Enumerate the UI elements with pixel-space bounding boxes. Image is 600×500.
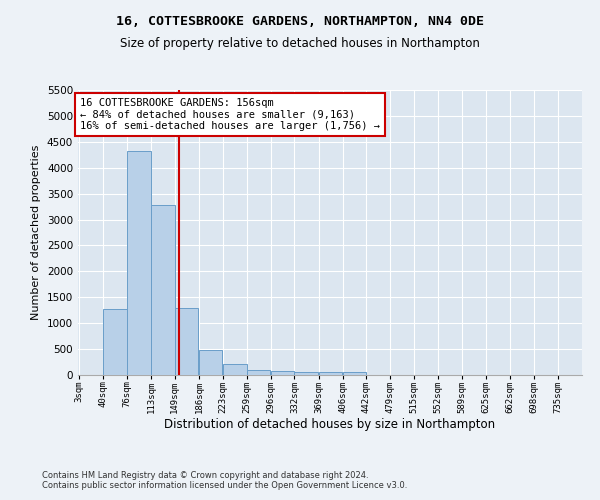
Bar xyxy=(103,309,127,375)
Y-axis label: Number of detached properties: Number of detached properties xyxy=(31,145,41,320)
Bar xyxy=(295,372,318,375)
Bar xyxy=(247,370,270,375)
Bar xyxy=(175,308,198,375)
Text: Contains public sector information licensed under the Open Government Licence v3: Contains public sector information licen… xyxy=(42,481,407,490)
Bar xyxy=(127,150,151,375)
Bar xyxy=(319,372,342,375)
Bar xyxy=(343,372,366,375)
Bar xyxy=(199,350,223,375)
Bar xyxy=(151,204,175,375)
Text: Contains HM Land Registry data © Crown copyright and database right 2024.: Contains HM Land Registry data © Crown c… xyxy=(42,471,368,480)
X-axis label: Distribution of detached houses by size in Northampton: Distribution of detached houses by size … xyxy=(164,418,496,432)
Text: Size of property relative to detached houses in Northampton: Size of property relative to detached ho… xyxy=(120,38,480,51)
Bar xyxy=(223,364,247,375)
Text: 16 COTTESBROOKE GARDENS: 156sqm
← 84% of detached houses are smaller (9,163)
16%: 16 COTTESBROOKE GARDENS: 156sqm ← 84% of… xyxy=(80,98,380,131)
Text: 16, COTTESBROOKE GARDENS, NORTHAMPTON, NN4 0DE: 16, COTTESBROOKE GARDENS, NORTHAMPTON, N… xyxy=(116,15,484,28)
Bar xyxy=(271,372,295,375)
